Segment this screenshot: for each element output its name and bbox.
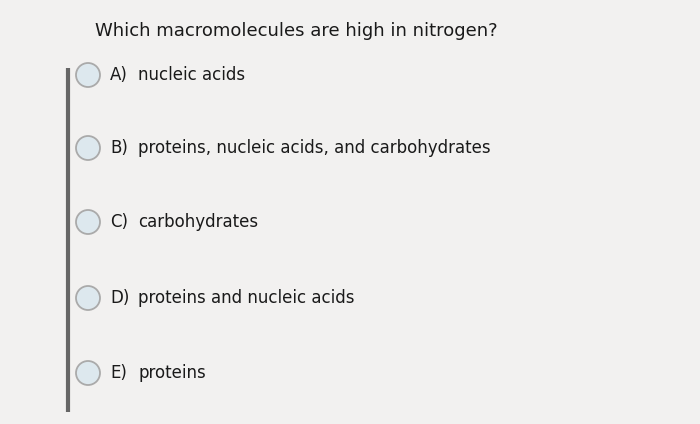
Circle shape xyxy=(76,286,100,310)
Text: B): B) xyxy=(110,139,128,157)
Text: Which macromolecules are high in nitrogen?: Which macromolecules are high in nitroge… xyxy=(95,22,498,40)
Text: A): A) xyxy=(110,66,128,84)
Circle shape xyxy=(76,63,100,87)
Text: C): C) xyxy=(110,213,128,231)
Circle shape xyxy=(76,210,100,234)
Circle shape xyxy=(76,136,100,160)
Circle shape xyxy=(76,361,100,385)
Text: nucleic acids: nucleic acids xyxy=(138,66,245,84)
Text: proteins: proteins xyxy=(138,364,206,382)
Text: D): D) xyxy=(110,289,130,307)
Text: proteins and nucleic acids: proteins and nucleic acids xyxy=(138,289,354,307)
Text: carbohydrates: carbohydrates xyxy=(138,213,258,231)
Text: proteins, nucleic acids, and carbohydrates: proteins, nucleic acids, and carbohydrat… xyxy=(138,139,491,157)
Text: E): E) xyxy=(110,364,127,382)
